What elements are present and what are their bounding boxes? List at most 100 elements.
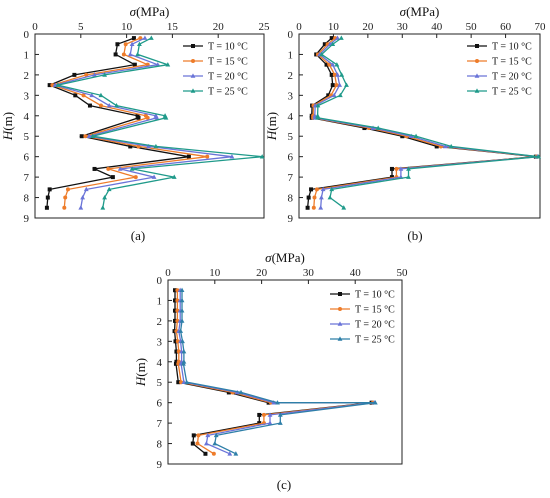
data-point xyxy=(330,41,336,47)
data-point xyxy=(205,154,210,159)
data-point xyxy=(184,379,190,385)
data-point xyxy=(128,144,133,149)
legend-label: T = 15 °C xyxy=(355,305,395,316)
data-point xyxy=(142,35,148,40)
data-point xyxy=(203,451,208,456)
data-point xyxy=(113,52,118,57)
data-point xyxy=(212,440,218,446)
data-point xyxy=(536,154,542,159)
y-tick-label: 2 xyxy=(157,316,163,328)
data-point xyxy=(179,297,185,303)
data-point xyxy=(181,361,186,366)
data-point xyxy=(322,42,327,47)
data-point xyxy=(330,62,336,67)
data-point xyxy=(173,298,178,303)
data-point xyxy=(174,349,179,354)
data-point xyxy=(131,36,136,41)
y-tick-label: 3 xyxy=(157,336,163,348)
y-tick-label: 3 xyxy=(24,90,30,102)
data-point xyxy=(191,433,196,438)
y-tick-label: 8 xyxy=(157,439,163,451)
data-point xyxy=(318,205,324,210)
series-line xyxy=(173,290,372,455)
legend-marker xyxy=(338,292,342,296)
legend: T = 10 °C T = 15 °C T = 20 °C T = 25 °C xyxy=(467,42,532,98)
data-point xyxy=(229,154,235,159)
y-tick-label: 5 xyxy=(24,131,30,143)
data-point xyxy=(331,92,337,98)
y-axis-unit: (m) xyxy=(133,358,148,377)
data-point xyxy=(81,93,86,98)
y-tick-label: 0 xyxy=(24,29,30,41)
y-tick-label: 6 xyxy=(24,152,30,164)
data-point xyxy=(324,62,329,67)
data-point xyxy=(115,42,120,47)
x-axis-symbol: σ xyxy=(400,4,407,19)
data-point xyxy=(106,186,112,192)
data-point xyxy=(163,115,169,120)
data-point xyxy=(327,194,333,200)
legend-marker xyxy=(190,88,196,93)
legend-marker xyxy=(191,59,195,63)
data-point xyxy=(337,82,343,87)
data-point xyxy=(196,433,201,438)
data-point xyxy=(408,133,414,139)
data-point xyxy=(151,174,157,179)
x-tick-label: 5 xyxy=(78,21,84,33)
data-point xyxy=(190,441,195,446)
x-tick-label: 15 xyxy=(167,21,179,33)
data-point xyxy=(362,126,367,131)
data-point xyxy=(173,318,178,323)
y-axis-symbol: H xyxy=(133,376,148,387)
data-point xyxy=(406,166,411,171)
x-tick-label: 10 xyxy=(328,21,340,33)
data-point xyxy=(83,134,88,139)
x-axis-title: σ(MPa) xyxy=(265,250,305,265)
data-point xyxy=(334,62,340,67)
data-point xyxy=(389,166,394,171)
y-tick-label: 2 xyxy=(288,70,294,82)
legend-label: T = 10 °C xyxy=(355,290,395,301)
data-point xyxy=(344,82,349,87)
series-2 xyxy=(176,287,377,456)
data-point xyxy=(87,103,92,108)
data-point xyxy=(261,412,266,417)
x-tick-label: 60 xyxy=(500,21,512,33)
y-tick-label: 3 xyxy=(288,90,294,102)
data-point xyxy=(398,166,404,171)
data-point xyxy=(106,102,112,108)
x-axis-unit: (MPa) xyxy=(136,4,169,19)
data-point xyxy=(277,420,283,425)
legend-label: T = 10 °C xyxy=(208,42,248,53)
legend-label: T = 20 °C xyxy=(355,320,395,331)
x-axis-unit: (MPa) xyxy=(406,4,439,19)
series-line xyxy=(179,290,376,455)
x-tick-label: 20 xyxy=(213,21,225,33)
x-tick-label: 70 xyxy=(535,21,547,33)
series-3 xyxy=(55,35,265,210)
data-point xyxy=(127,51,133,57)
data-point xyxy=(84,72,89,77)
data-point xyxy=(267,412,273,417)
data-point xyxy=(335,35,340,40)
data-point xyxy=(83,186,89,192)
data-point xyxy=(100,205,106,210)
data-point xyxy=(257,421,262,426)
data-point xyxy=(173,361,178,366)
data-point xyxy=(181,348,187,354)
x-axis-title: σ(MPa) xyxy=(400,4,440,19)
data-point xyxy=(44,205,49,210)
panel-label: (c) xyxy=(277,477,291,492)
plot-frame xyxy=(167,279,403,465)
data-point xyxy=(195,441,200,446)
data-point xyxy=(277,412,283,417)
data-point xyxy=(62,205,67,210)
y-tick-label: 1 xyxy=(157,295,163,307)
legend-marker xyxy=(475,44,479,48)
legend-marker xyxy=(337,321,343,326)
data-point xyxy=(137,41,142,47)
data-point xyxy=(259,154,265,159)
data-point xyxy=(176,380,181,385)
legend-marker xyxy=(474,73,480,78)
